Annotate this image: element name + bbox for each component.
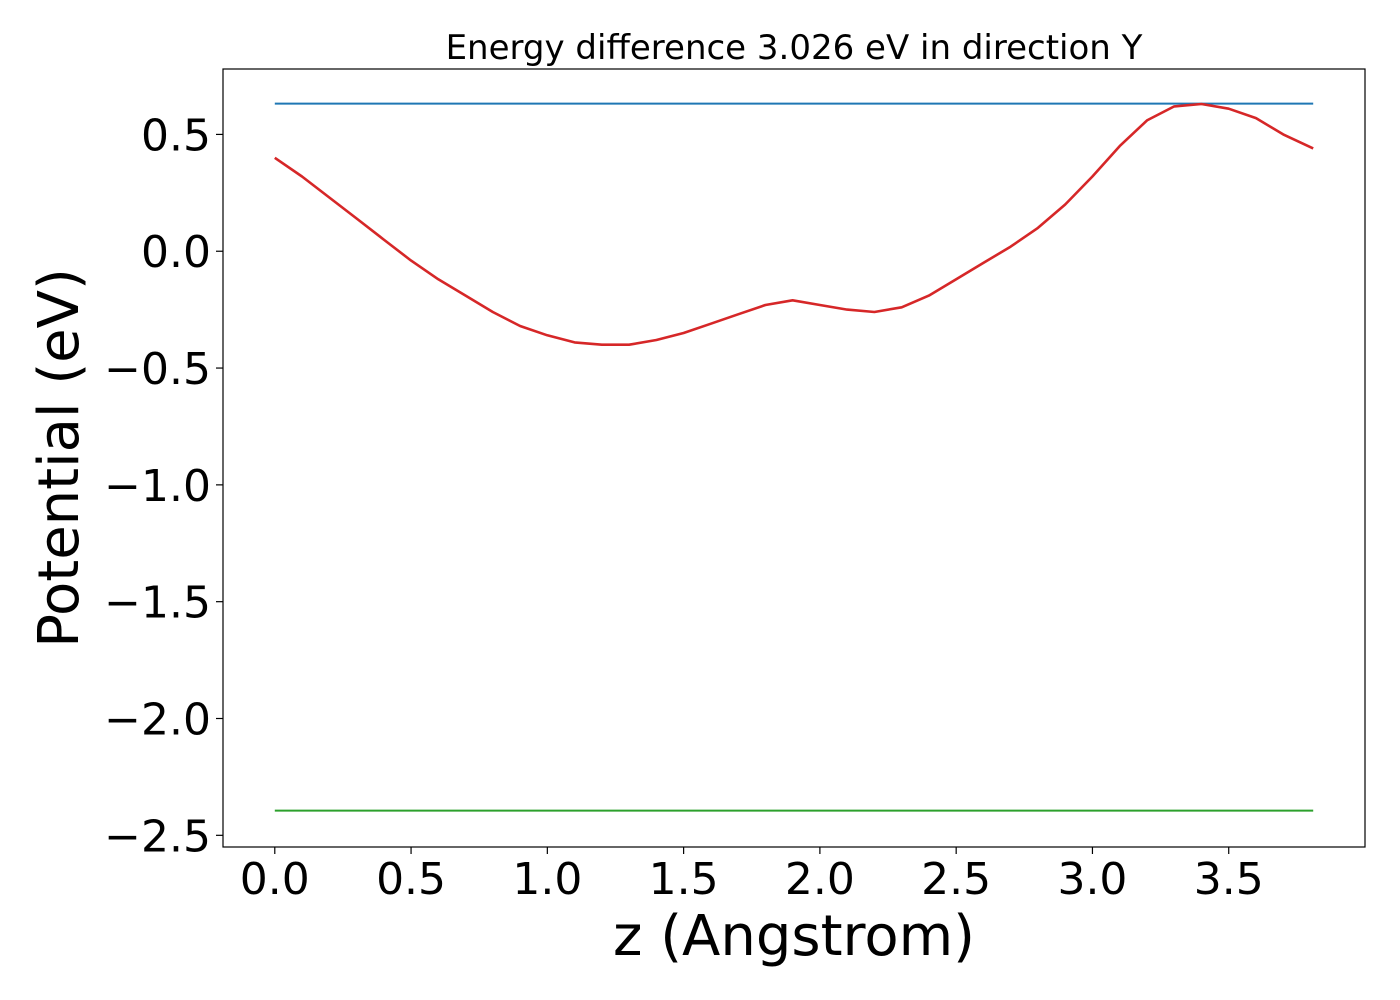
x-axis: 0.0 0.5 1.0 1.5 2.0 2.5 3.0 3.5 bbox=[240, 847, 1264, 905]
x-tick-label: 2.0 bbox=[785, 854, 855, 905]
y-tick-label: −1.0 bbox=[104, 461, 211, 512]
y-axis: 0.5 0.0 −0.5 −1.0 −1.5 −2.0 −2.5 bbox=[104, 110, 223, 862]
chart-title: Energy difference 3.026 eV in direction … bbox=[446, 28, 1143, 68]
y-tick-label: 0.0 bbox=[141, 227, 211, 278]
x-tick-label: 0.5 bbox=[376, 854, 446, 905]
x-tick-label: 3.0 bbox=[1057, 854, 1127, 905]
x-tick-label: 1.0 bbox=[512, 854, 582, 905]
x-tick-label: 2.5 bbox=[921, 854, 991, 905]
y-tick-label: −2.0 bbox=[104, 695, 211, 746]
x-tick-label: 3.5 bbox=[1194, 854, 1264, 905]
y-tick-label: −0.5 bbox=[104, 344, 211, 395]
plot-frame bbox=[222, 68, 1366, 848]
series-line-3 bbox=[274, 102, 1314, 346]
y-tick-label: −1.5 bbox=[104, 578, 211, 629]
y-tick-label: 0.5 bbox=[141, 110, 211, 161]
plot-area bbox=[274, 102, 1314, 812]
y-tick-label: −2.5 bbox=[104, 811, 211, 862]
x-axis-title: z (Angstrom) bbox=[613, 904, 975, 969]
x-tick-label: 0.0 bbox=[240, 854, 310, 905]
y-axis-title: Potential (eV) bbox=[27, 268, 92, 648]
x-tick-label: 1.5 bbox=[649, 854, 719, 905]
